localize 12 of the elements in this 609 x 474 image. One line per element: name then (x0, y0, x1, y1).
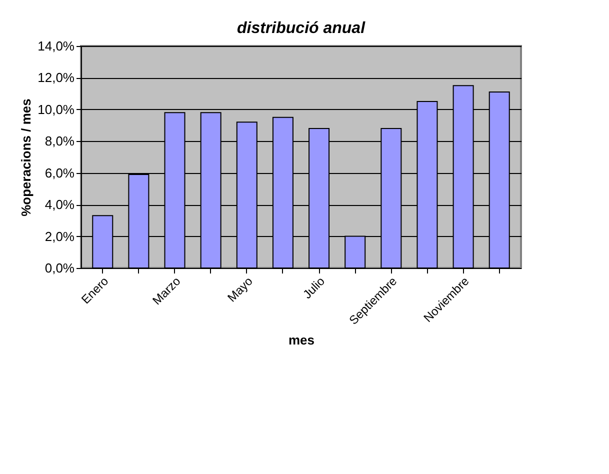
x-tick-label: Julio (300, 274, 328, 302)
y-tick-label: 10,0% (38, 102, 75, 117)
x-axis-title: mes (288, 332, 315, 348)
y-tick-label: 12,0% (38, 70, 75, 86)
chart-title: distribució anual (236, 20, 366, 37)
y-axis-title: %operacions / mes (18, 98, 34, 216)
y-tick-label: 8,0% (44, 134, 75, 149)
y-tick-label: 4,0% (44, 197, 75, 212)
y-tick-label: 6,0% (44, 165, 75, 180)
y-tick-label: 2,0% (44, 228, 75, 244)
y-tick-label: 14,0% (38, 38, 75, 54)
y-tick-label: 0,0% (44, 260, 75, 276)
